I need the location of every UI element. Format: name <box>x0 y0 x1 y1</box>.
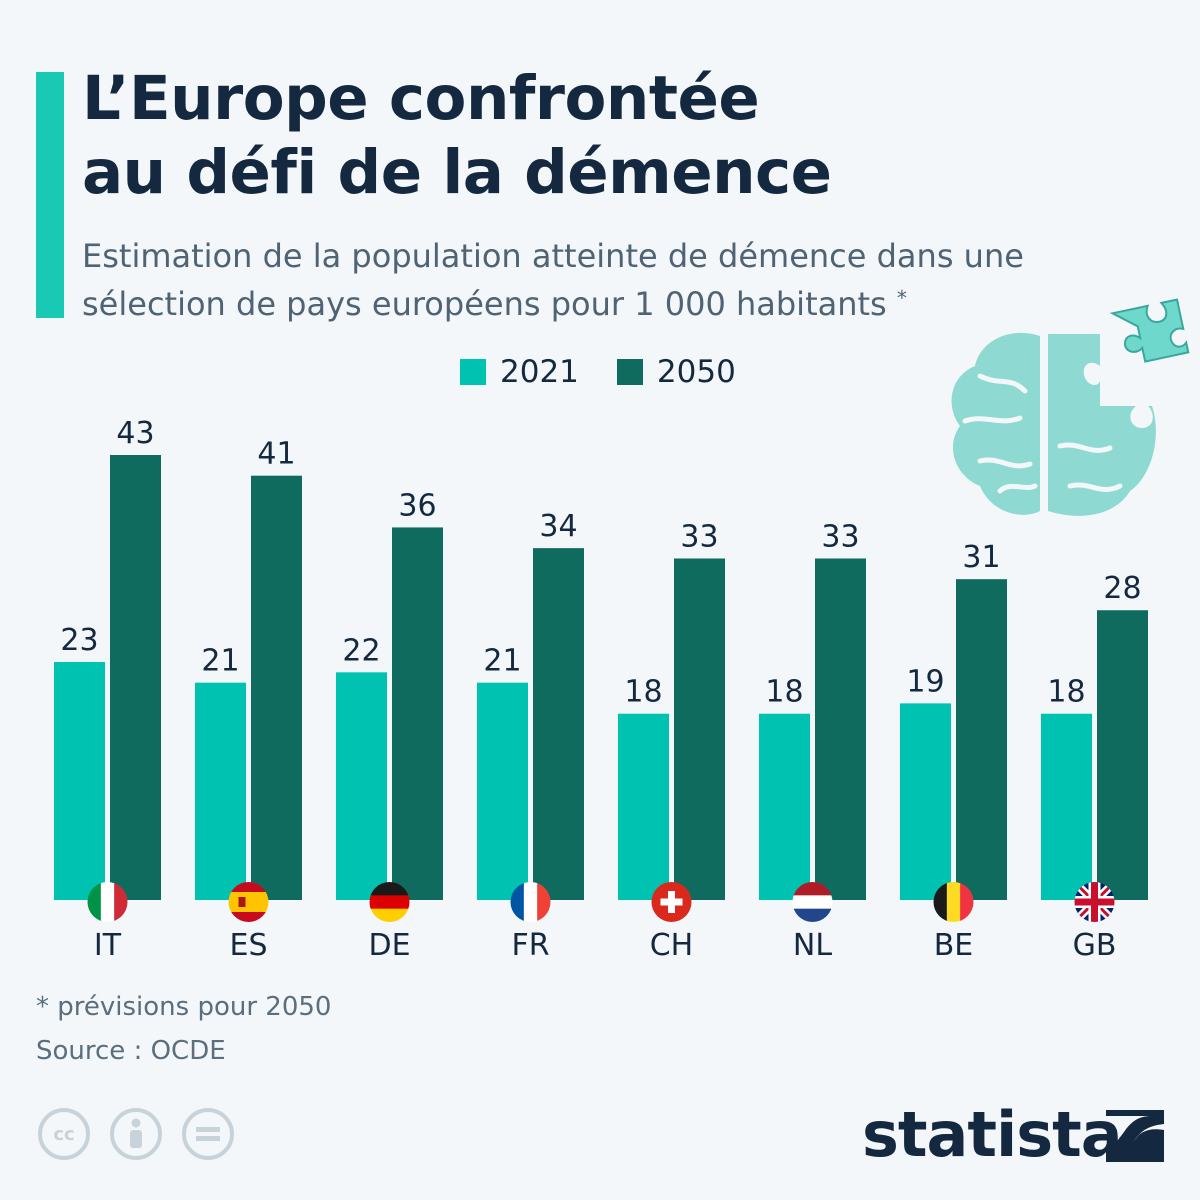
france-flag <box>510 882 551 922</box>
category-label-nl: NL <box>793 928 832 963</box>
data-label-ch-2050: 33 <box>680 519 718 554</box>
no-derivatives-icon[interactable] <box>182 1108 234 1160</box>
data-label-fr-2050: 34 <box>539 509 577 544</box>
bar-be-2021 <box>900 703 951 900</box>
data-label-nl-2050: 33 <box>821 519 859 554</box>
person-icon <box>130 1118 142 1148</box>
source-note: Source : OCDE <box>36 1036 226 1066</box>
belgium-flag <box>933 882 974 922</box>
legend-swatch-2050 <box>616 359 643 385</box>
legend-item-2050: 2050 <box>616 354 736 390</box>
attribution-icon[interactable] <box>110 1108 162 1160</box>
bar-de-2021 <box>336 672 387 900</box>
italy-flag <box>87 882 128 922</box>
uk-flag <box>1074 882 1115 922</box>
accent-bar <box>36 72 64 318</box>
bar-be-2050 <box>956 579 1007 900</box>
data-label-nl-2021: 18 <box>765 675 803 710</box>
data-label-es-2050: 41 <box>257 437 295 472</box>
brain-puzzle-icon <box>951 298 1190 516</box>
bar-fr-2050 <box>533 548 584 900</box>
data-label-es-2021: 21 <box>201 644 239 679</box>
cc-icon-text: cc <box>53 1123 75 1145</box>
data-label-be-2021: 19 <box>906 664 944 699</box>
bar-nl-2021 <box>759 713 810 900</box>
title-line-2: au défi de la démence <box>82 137 832 208</box>
category-label-ch: CH <box>650 928 694 963</box>
brand-logo[interactable]: statista <box>862 1098 1123 1171</box>
equals-icon <box>196 1127 220 1141</box>
bar-es-2021 <box>195 682 246 900</box>
legend: 2021 2050 <box>460 354 774 390</box>
subtitle-line-1: Estimation de la population atteinte de … <box>82 237 1024 275</box>
subtitle-line-2: sélection de pays européens pour 1 000 h… <box>82 280 1172 328</box>
legend-swatch-2021 <box>460 359 486 385</box>
data-label-gb-2021: 18 <box>1047 675 1085 710</box>
germany-flag <box>369 882 410 922</box>
data-label-be-2050: 31 <box>962 540 1000 575</box>
data-label-de-2050: 36 <box>398 488 436 523</box>
bar-gb-2021 <box>1041 713 1092 900</box>
category-label-es: ES <box>230 928 268 963</box>
subtitle: Estimation de la population atteinte de … <box>82 232 1172 328</box>
data-label-it-2050: 43 <box>116 416 154 451</box>
legend-item-2021: 2021 <box>460 354 579 390</box>
bar-de-2050 <box>392 527 443 900</box>
legend-label-2021: 2021 <box>500 354 579 390</box>
footnote: * prévisions pour 2050 <box>36 992 332 1022</box>
category-label-it: IT <box>94 928 122 963</box>
legend-label-2050: 2050 <box>656 354 736 390</box>
spain-flag <box>228 882 269 922</box>
statista-logo-icon <box>1106 1110 1164 1162</box>
bar-it-2050 <box>110 455 161 900</box>
data-label-gb-2050: 28 <box>1103 571 1141 606</box>
bar-chart: 23 43 IT 21 41 ES 22 36 DE 21 34 FR 18 33 CH 18 33 NL 19 31… <box>54 416 1148 963</box>
category-label-be: BE <box>934 928 974 963</box>
bar-it-2021 <box>54 661 105 900</box>
subtitle-footnote-marker: * <box>896 286 907 310</box>
bar-es-2050 <box>251 475 302 900</box>
data-label-de-2021: 22 <box>342 633 380 668</box>
data-label-fr-2021: 21 <box>483 644 521 679</box>
netherlands-flag <box>792 882 833 922</box>
data-label-ch-2021: 18 <box>624 675 662 710</box>
category-label-fr: FR <box>511 928 549 963</box>
page-title: L’Europe confrontée au défi de la démenc… <box>82 62 1142 210</box>
category-label-gb: GB <box>1073 928 1117 963</box>
bar-ch-2021 <box>618 713 669 900</box>
category-label-de: DE <box>368 928 410 963</box>
subtitle-line-2-text: sélection de pays européens pour 1 000 h… <box>82 285 887 323</box>
bar-fr-2021 <box>477 682 528 900</box>
bar-nl-2050 <box>815 558 866 900</box>
bar-gb-2050 <box>1097 610 1148 900</box>
bar-ch-2050 <box>674 558 725 900</box>
data-label-it-2021: 23 <box>60 623 98 658</box>
switzerland-flag <box>651 882 692 922</box>
title-line-1: L’Europe confrontée <box>82 63 760 134</box>
cc-icon[interactable]: cc <box>38 1108 90 1160</box>
